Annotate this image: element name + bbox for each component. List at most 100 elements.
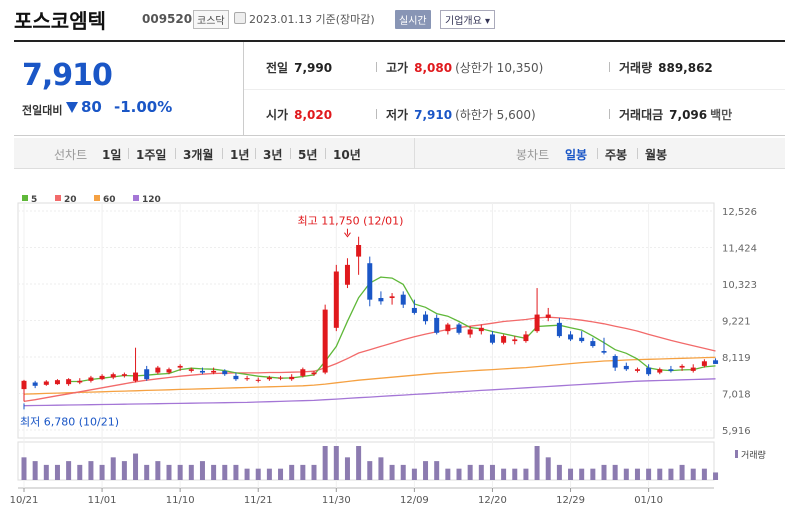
volume-bar [668, 468, 674, 480]
volume-bar [300, 464, 306, 480]
volume-bar [32, 461, 38, 480]
high-price: 고가 8,080 (상한가 10,350) [386, 61, 544, 75]
candle-body [222, 370, 228, 375]
legend-label: 120 [142, 195, 161, 205]
volume-bar [423, 461, 429, 480]
tab-1d[interactable]: 1일 [102, 148, 122, 162]
candle-body [400, 294, 406, 305]
candle-body [501, 336, 507, 343]
volume-bar [278, 468, 284, 480]
volume-bar [690, 468, 696, 480]
volume-bar [701, 468, 707, 480]
volume-bar [590, 468, 596, 480]
candle-body [445, 324, 451, 332]
volume-bar [367, 461, 373, 480]
volume-bar [523, 468, 529, 480]
volume-bar [311, 464, 317, 480]
candle-body [646, 367, 652, 375]
legend-label: 60 [103, 195, 116, 205]
y-tick-label: 7,018 [722, 389, 751, 400]
tab-1y[interactable]: 1년 [230, 148, 250, 162]
candle-body [690, 367, 696, 371]
candle-body [512, 339, 518, 342]
tab-divider [222, 148, 223, 159]
candle-body [311, 372, 317, 375]
candle-body [411, 307, 417, 313]
volume-bar [556, 464, 562, 480]
candle-body [166, 369, 172, 373]
candle-body [590, 341, 596, 347]
candle-body [467, 329, 473, 335]
candle-body [478, 327, 484, 332]
volume-bar [646, 468, 652, 480]
tab-3m[interactable]: 3개월 [183, 148, 214, 162]
volume-bar [344, 457, 350, 480]
volume-bar [467, 464, 473, 480]
volume-bar [478, 464, 484, 480]
volume-bar [188, 464, 194, 480]
candle-body [612, 355, 618, 368]
volume-bar [199, 461, 205, 480]
volume-bar [77, 464, 83, 480]
volume-bar [601, 464, 607, 480]
volume-bar [244, 468, 250, 480]
volume-bar [333, 446, 339, 480]
company-overview-button[interactable]: 기업개요 ▾ [440, 10, 495, 29]
realtime-button[interactable]: 실시간 [395, 10, 431, 29]
candle-body [668, 369, 674, 371]
volume-bar [579, 468, 585, 480]
row-divider [244, 89, 785, 90]
tab-group-divider [414, 138, 415, 169]
volume-bar [545, 457, 551, 480]
volume-bar [400, 464, 406, 480]
x-tick-label: 10/21 [10, 495, 39, 506]
x-tick-label: 12/09 [400, 495, 429, 506]
volume-bar [445, 468, 451, 480]
tab-monthly[interactable]: 월봉 [645, 148, 668, 162]
volume-frame [17, 441, 715, 481]
y-tick-label: 8,119 [722, 353, 751, 364]
volume-legend-swatch [735, 450, 738, 458]
candle-body [266, 377, 272, 380]
volume-bar [88, 461, 94, 480]
volume-bar [623, 468, 629, 480]
volume-bar [634, 468, 640, 480]
market-badge: 코스닥 [193, 10, 229, 29]
candle-body [701, 361, 707, 366]
volume-bar [54, 464, 60, 480]
volume-bar [121, 461, 127, 480]
moving-average-ma60 [23, 356, 716, 395]
candle-body [356, 244, 362, 257]
candle-body [300, 369, 306, 376]
legend-swatch [94, 195, 100, 201]
tab-5y[interactable]: 5년 [298, 148, 318, 162]
candle-body [367, 263, 373, 300]
tab-daily[interactable]: 일봉 [565, 148, 588, 162]
candle-body [568, 334, 574, 340]
current-price: 7,910 [22, 58, 113, 93]
volume-bar [233, 464, 239, 480]
tab-3y[interactable]: 3년 [263, 148, 283, 162]
volume-bar [501, 468, 507, 480]
candle-body [144, 369, 150, 380]
tab-10y[interactable]: 10년 [333, 148, 361, 162]
candle-body [43, 381, 49, 385]
change-value: 80 [81, 98, 102, 116]
change-label: 전일대비 [22, 104, 63, 117]
candle-body [378, 298, 384, 302]
tab-weekly[interactable]: 주봉 [605, 148, 628, 162]
legend-swatch [55, 195, 61, 201]
tab-divider [325, 148, 326, 159]
candle-body [623, 365, 629, 370]
candle-body [333, 271, 339, 328]
price-box: 7,910 전일대비 80 -1.00% [14, 42, 244, 136]
volume-bar [110, 457, 116, 480]
candle-body [545, 314, 551, 318]
tab-1w[interactable]: 1주일 [136, 148, 167, 162]
candle-body [579, 337, 585, 342]
volume-bar [378, 457, 384, 480]
candle-body [389, 296, 395, 299]
candle-body [634, 369, 640, 371]
volume-bar [289, 464, 295, 480]
